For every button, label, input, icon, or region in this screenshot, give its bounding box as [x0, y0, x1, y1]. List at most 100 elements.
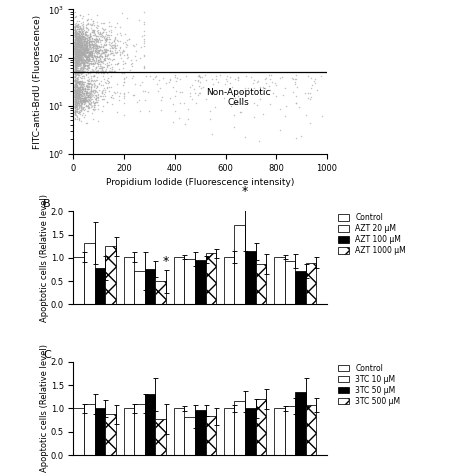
Point — [78, 48, 85, 55]
Point — [91, 99, 99, 107]
Point — [71, 67, 79, 75]
Point — [71, 93, 79, 101]
Point — [80, 36, 87, 44]
Point — [136, 81, 144, 88]
Point — [73, 44, 81, 52]
Point — [72, 34, 79, 42]
Point — [99, 43, 107, 50]
Point — [71, 91, 79, 99]
Point — [83, 50, 91, 57]
Point — [71, 41, 79, 49]
Point — [118, 31, 125, 39]
Point — [87, 91, 95, 99]
Point — [73, 86, 81, 93]
Point — [88, 59, 95, 67]
Point — [75, 100, 83, 108]
Point — [206, 87, 213, 94]
Point — [74, 66, 82, 74]
Point — [96, 36, 104, 44]
Point — [80, 45, 87, 52]
Point — [79, 69, 86, 77]
Point — [73, 59, 81, 66]
Point — [86, 96, 93, 104]
Point — [76, 59, 84, 67]
Point — [80, 78, 87, 85]
Point — [80, 27, 87, 34]
Point — [80, 86, 87, 94]
Point — [83, 33, 91, 40]
Point — [72, 48, 79, 56]
Point — [77, 70, 85, 78]
Point — [73, 66, 80, 73]
Point — [88, 51, 95, 59]
Point — [121, 31, 128, 38]
Point — [82, 51, 89, 59]
Point — [90, 99, 97, 106]
Point — [77, 49, 85, 56]
Point — [73, 44, 80, 52]
Point — [71, 54, 79, 61]
Point — [84, 73, 91, 81]
Point — [71, 29, 79, 36]
Point — [116, 47, 123, 55]
Point — [304, 94, 312, 101]
Point — [113, 108, 120, 116]
Point — [71, 42, 79, 50]
Point — [107, 60, 115, 67]
Point — [72, 56, 80, 64]
Point — [75, 90, 82, 98]
Point — [76, 35, 84, 43]
Point — [105, 31, 112, 39]
Point — [72, 93, 79, 100]
Point — [98, 64, 105, 71]
Point — [92, 93, 100, 100]
Point — [169, 118, 177, 126]
Point — [75, 89, 83, 97]
Point — [96, 57, 104, 64]
Point — [73, 90, 81, 97]
Point — [71, 99, 79, 107]
Point — [101, 56, 109, 64]
Point — [85, 95, 93, 103]
Point — [75, 34, 82, 42]
Point — [81, 85, 89, 93]
Point — [77, 38, 84, 46]
Point — [75, 48, 83, 56]
Point — [73, 51, 81, 58]
Point — [87, 51, 95, 59]
Point — [75, 48, 83, 55]
Point — [73, 82, 81, 90]
Point — [87, 43, 94, 50]
Point — [74, 93, 82, 101]
Point — [83, 59, 91, 67]
Point — [79, 36, 87, 43]
Point — [79, 24, 86, 32]
Point — [82, 39, 90, 46]
Point — [81, 90, 88, 97]
Point — [73, 48, 81, 56]
Point — [107, 31, 115, 38]
Point — [86, 100, 94, 108]
Point — [73, 30, 80, 38]
Point — [101, 67, 109, 75]
Point — [76, 91, 84, 98]
Point — [73, 41, 81, 49]
Point — [71, 40, 79, 47]
Point — [75, 55, 82, 63]
Point — [94, 98, 101, 106]
Point — [75, 88, 82, 95]
Point — [108, 28, 115, 36]
Point — [76, 106, 84, 113]
Point — [74, 98, 82, 105]
Point — [107, 93, 115, 101]
Point — [78, 99, 86, 107]
Point — [71, 86, 79, 94]
Point — [90, 51, 98, 58]
Point — [72, 55, 79, 63]
Point — [100, 46, 108, 53]
Point — [82, 96, 89, 104]
Point — [78, 42, 85, 49]
Point — [82, 55, 90, 63]
Point — [74, 90, 82, 97]
Point — [86, 52, 94, 59]
